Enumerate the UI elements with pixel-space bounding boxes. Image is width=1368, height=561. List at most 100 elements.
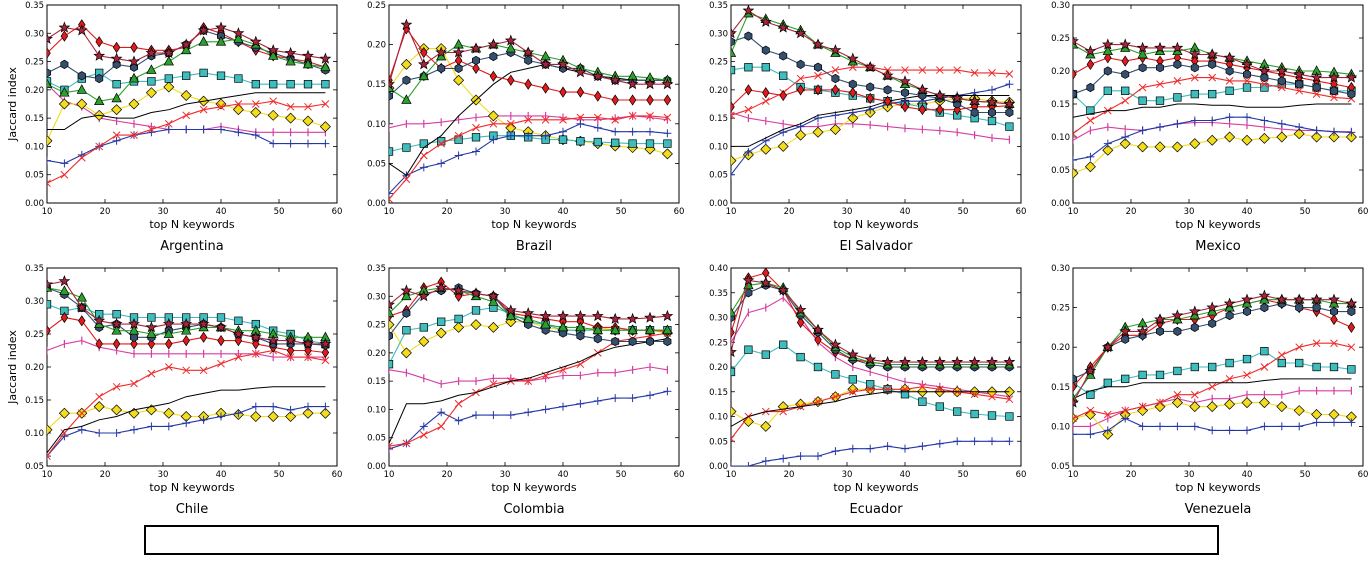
y-tick-label: 0.05: [709, 437, 728, 447]
y-tick-label: 0.20: [1051, 343, 1070, 353]
y-tick-label: 0.35: [709, 289, 728, 299]
data-point: [731, 406, 737, 418]
data-point: [576, 113, 585, 122]
data-point: [268, 50, 279, 60]
data-point: [319, 52, 332, 64]
data-point: [1188, 305, 1201, 317]
data-point: [402, 143, 411, 152]
x-tick-label: 20: [100, 207, 111, 217]
data-point: [1206, 301, 1219, 313]
y-tick-label: 0.30: [709, 29, 728, 39]
data-point: [164, 125, 173, 134]
data-point: [234, 353, 243, 361]
data-point: [814, 71, 822, 80]
data-point: [471, 306, 481, 315]
data-point: [846, 52, 859, 64]
data-point: [506, 411, 515, 420]
y-tick-label: 0.15: [25, 396, 44, 406]
data-point: [180, 90, 192, 102]
data-point: [437, 422, 446, 431]
data-point: [111, 104, 123, 116]
data-point: [576, 137, 585, 146]
data-point: [1102, 144, 1114, 156]
data-point: [831, 392, 840, 401]
data-point: [761, 45, 770, 55]
data-point: [1155, 370, 1165, 380]
data-point: [812, 126, 824, 138]
data-point: [576, 399, 585, 408]
series-dqe: [47, 275, 332, 349]
data-point: [663, 139, 672, 148]
data-point: [506, 119, 515, 128]
data-point: [1173, 366, 1182, 376]
y-tick-label: 0.05: [367, 434, 386, 444]
x-tick-label: 10: [1068, 470, 1079, 480]
series-dqe-c: [47, 311, 330, 359]
data-point: [60, 30, 69, 42]
data-point: [1121, 69, 1130, 79]
series-qe: [47, 336, 326, 362]
x-axis-label: top N keywords: [491, 481, 577, 494]
data-point: [1154, 41, 1166, 53]
data-point: [901, 66, 909, 74]
data-point: [1260, 302, 1269, 313]
data-point: [1005, 70, 1014, 78]
data-point: [1312, 302, 1321, 313]
data-point: [452, 46, 465, 58]
data-point: [814, 452, 822, 461]
data-point: [199, 68, 208, 78]
data-point: [1330, 93, 1338, 102]
data-point: [866, 444, 875, 453]
panel-title: Argentina: [160, 239, 223, 254]
data-point: [1190, 63, 1199, 73]
y-tick-label: 0.25: [1051, 34, 1070, 44]
data-point: [796, 316, 805, 329]
data-point: [575, 321, 586, 332]
data-point: [646, 391, 654, 400]
data-point: [47, 424, 53, 436]
data-point: [1073, 89, 1077, 99]
series-stm: [1073, 378, 1352, 400]
data-point: [1277, 351, 1286, 359]
data-point: [760, 420, 772, 432]
data-point: [1311, 131, 1323, 143]
data-point: [1276, 131, 1288, 143]
data-point: [1138, 422, 1147, 431]
series-tedas: [1073, 414, 1356, 439]
data-point: [110, 52, 123, 64]
data-point: [401, 290, 412, 301]
data-point: [319, 337, 332, 349]
data-point: [970, 437, 979, 446]
data-point: [1345, 131, 1357, 143]
x-tick-label: 60: [1358, 207, 1368, 217]
data-point: [796, 84, 805, 96]
data-point: [866, 82, 875, 92]
data-point: [1005, 122, 1014, 131]
data-point: [970, 107, 979, 118]
data-point: [164, 74, 173, 83]
data-point: [1121, 96, 1130, 105]
data-point: [1121, 86, 1130, 95]
data-point: [628, 94, 637, 106]
series-lmb: [389, 112, 672, 203]
data-point: [389, 189, 393, 198]
data-point: [916, 83, 929, 95]
y-tick-label: 0.25: [1051, 304, 1070, 314]
data-point: [95, 36, 103, 48]
data-point: [644, 78, 656, 90]
data-point: [321, 346, 330, 359]
data-point: [1084, 45, 1097, 57]
y-tick-label: 0.30: [1051, 264, 1070, 274]
data-point: [128, 324, 140, 335]
data-point: [591, 70, 604, 82]
x-tick-label: 20: [1126, 207, 1137, 217]
data-point: [1190, 422, 1199, 431]
data-point: [234, 128, 243, 137]
data-point: [1138, 96, 1147, 105]
data-point: [1156, 326, 1164, 336]
data-point: [988, 107, 996, 118]
data-point: [489, 135, 498, 144]
data-point: [593, 334, 602, 344]
series-line: [1073, 378, 1352, 400]
data-point: [731, 367, 736, 377]
